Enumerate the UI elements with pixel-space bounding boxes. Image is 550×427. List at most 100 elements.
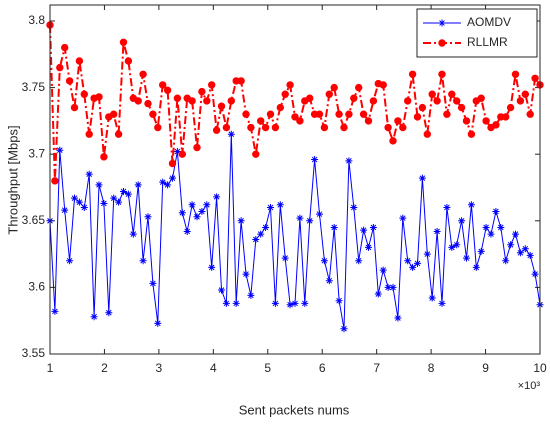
- y-tick-label: 3.8: [28, 13, 45, 27]
- marker: [384, 123, 392, 132]
- marker: [85, 170, 93, 178]
- marker: [114, 130, 123, 138]
- marker: [404, 97, 412, 105]
- y-tick-label: 3.6: [28, 280, 45, 294]
- marker: [203, 97, 211, 105]
- marker: [134, 181, 142, 189]
- marker: [75, 57, 84, 65]
- marker: [105, 309, 113, 317]
- marker: [257, 230, 265, 238]
- marker: [507, 241, 515, 249]
- marker: [516, 249, 524, 257]
- marker: [423, 130, 431, 138]
- marker: [325, 90, 333, 98]
- marker: [134, 97, 142, 105]
- marker: [472, 263, 480, 271]
- marker: [315, 110, 324, 118]
- x-tick-label: 6: [319, 361, 326, 375]
- marker: [100, 153, 108, 161]
- marker: [110, 110, 118, 118]
- marker: [247, 123, 255, 132]
- marker: [487, 230, 495, 238]
- marker: [320, 257, 328, 265]
- marker: [413, 113, 422, 121]
- marker: [306, 94, 314, 102]
- marker: [227, 130, 235, 138]
- marker: [232, 299, 240, 307]
- marker: [120, 187, 127, 195]
- marker: [389, 283, 397, 291]
- marker: [350, 94, 358, 102]
- marker: [281, 254, 289, 262]
- marker: [291, 299, 299, 307]
- marker: [154, 319, 162, 327]
- legend-box: [416, 8, 538, 58]
- x-tick-label: 10: [533, 361, 547, 375]
- marker: [340, 325, 348, 333]
- marker: [193, 213, 201, 221]
- marker: [433, 97, 441, 105]
- marker: [355, 257, 363, 265]
- legend-label: RLLMR: [467, 35, 508, 49]
- x-axis-label: Sent packets nums: [239, 402, 350, 417]
- legend-label: AOMDV: [467, 15, 511, 29]
- marker: [276, 201, 284, 209]
- marker: [266, 110, 275, 118]
- marker: [183, 227, 191, 235]
- marker: [51, 307, 59, 315]
- marker: [164, 181, 172, 189]
- marker: [149, 110, 157, 118]
- marker: [531, 74, 539, 82]
- marker: [242, 270, 250, 278]
- marker: [66, 257, 74, 265]
- marker: [286, 301, 294, 309]
- marker: [237, 77, 245, 85]
- marker: [516, 97, 525, 105]
- marker: [463, 254, 470, 262]
- marker: [438, 39, 446, 47]
- x-tick-label: 4: [210, 361, 217, 375]
- marker: [242, 110, 250, 118]
- y-tick-label: 3.55: [22, 346, 46, 360]
- marker: [65, 77, 74, 85]
- marker: [355, 83, 363, 92]
- marker: [467, 130, 476, 138]
- marker: [531, 270, 539, 278]
- marker: [316, 210, 323, 218]
- marker: [409, 263, 417, 271]
- marker: [335, 297, 343, 305]
- marker: [462, 117, 471, 125]
- marker: [306, 217, 314, 225]
- marker: [359, 110, 368, 118]
- marker: [257, 117, 265, 125]
- marker: [320, 123, 329, 132]
- marker: [188, 201, 196, 209]
- marker: [286, 81, 294, 89]
- marker: [271, 123, 280, 132]
- marker: [61, 206, 69, 214]
- marker: [394, 117, 402, 125]
- marker: [428, 90, 436, 98]
- marker: [296, 117, 304, 125]
- marker: [492, 207, 500, 215]
- marker: [379, 266, 387, 274]
- marker: [60, 43, 69, 52]
- marker: [154, 123, 162, 132]
- marker: [384, 283, 392, 291]
- marker: [526, 110, 534, 118]
- marker: [438, 19, 446, 27]
- marker: [85, 130, 93, 138]
- marker: [213, 193, 221, 201]
- marker: [330, 83, 338, 92]
- marker: [296, 214, 304, 222]
- x-tick-label: 1: [47, 361, 54, 375]
- marker: [433, 227, 441, 235]
- marker: [222, 299, 230, 307]
- plot-frame: [49, 4, 541, 355]
- marker: [448, 90, 456, 98]
- marker: [443, 203, 451, 211]
- marker: [276, 103, 284, 112]
- marker: [149, 279, 157, 287]
- marker: [404, 257, 412, 265]
- marker: [198, 207, 206, 215]
